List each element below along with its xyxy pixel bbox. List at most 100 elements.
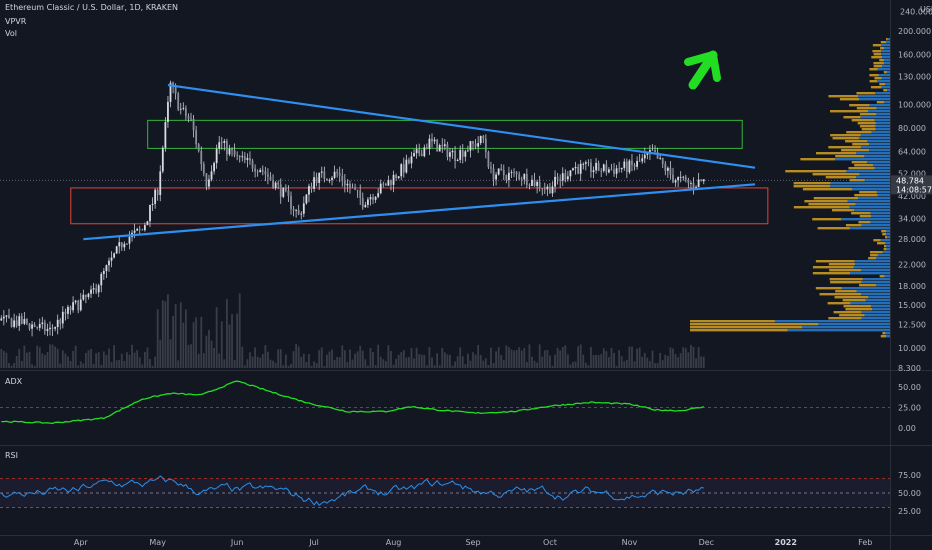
vpvr-bar-up [835, 155, 865, 158]
candle-body [541, 188, 544, 190]
vpvr-bar-up [808, 203, 856, 206]
volume-bar [102, 351, 105, 368]
volume-bar [131, 344, 133, 368]
volume-bar [210, 340, 213, 368]
volume-bar [279, 349, 282, 368]
vpvr-indicator-label[interactable]: VPVR [5, 17, 27, 26]
vpvr-bar-down [881, 77, 890, 80]
volume-bar [126, 352, 128, 368]
time-axis-label: Dec [699, 538, 714, 547]
vpvr-bar-up [793, 182, 831, 185]
volume-bar [607, 357, 610, 368]
candle-body [226, 141, 228, 155]
volume-bar [236, 313, 239, 368]
vpvr-bar-up [690, 323, 819, 326]
candle-body [279, 184, 282, 197]
vpvr-bar-up [828, 146, 862, 149]
volume-bar [459, 347, 462, 368]
candle-body [123, 243, 126, 248]
time-axis-label: Apr [74, 538, 89, 547]
vpvr-bar-up [839, 98, 860, 101]
candle-body [367, 199, 369, 205]
adx-indicator-label[interactable]: ADX [5, 377, 23, 386]
volume-bar [515, 349, 518, 368]
volume-bar [500, 354, 503, 368]
candle-body [46, 329, 49, 332]
volume-bar [238, 293, 241, 368]
candle-body [561, 173, 564, 181]
volume-bar [464, 363, 467, 368]
candle-body [238, 155, 241, 158]
vpvr-bar-down [861, 281, 890, 284]
candle-body [13, 320, 16, 327]
volume-bar [277, 349, 280, 368]
candle-body [646, 153, 649, 155]
candle-body [543, 189, 546, 191]
candle-body [349, 183, 351, 188]
candle-body [336, 171, 339, 174]
volume-bar [649, 361, 651, 368]
price-tick-label: 52.000 [898, 170, 926, 179]
candle-body [536, 181, 539, 187]
price-tick-label: 10.000 [898, 344, 926, 353]
vpvr-bar-up [873, 239, 881, 242]
vpvr-bar-down [876, 107, 890, 110]
vpvr-bar-down [802, 326, 890, 329]
candle-body [518, 174, 521, 180]
candle-body [290, 195, 292, 209]
candle-body [61, 311, 64, 324]
vpvr-bar-up [881, 230, 887, 233]
candle-body [236, 155, 239, 156]
vpvr-bar-down [871, 131, 890, 134]
rsi-indicator-label[interactable]: RSI [5, 451, 18, 460]
vpvr-bar-down [871, 215, 890, 218]
volume-bar [684, 348, 687, 368]
candle-body [200, 150, 203, 165]
arrow-head [684, 51, 721, 82]
vpvr-bar-up [812, 266, 854, 269]
volume-bar [159, 339, 162, 368]
volume-bar [325, 354, 328, 368]
candle-body [649, 150, 651, 154]
vpvr-bar-down [873, 164, 890, 167]
volume-bar [413, 358, 415, 368]
vpvr-bar-up [871, 56, 883, 59]
vpvr-bar-down [877, 80, 890, 83]
ascending-trendline [83, 183, 756, 241]
vpvr-bar-down [860, 134, 890, 137]
price-tick-label: 240.000 [900, 8, 932, 17]
volume-bar [374, 365, 377, 368]
volume-bar [82, 363, 85, 368]
candle-body [446, 144, 449, 157]
vpvr-bar-up [884, 245, 887, 248]
candle-body [54, 327, 57, 329]
symbol-title[interactable]: Ethereum Classic / U.S. Dollar, 1D, KRAK… [5, 3, 178, 12]
volume-bar [692, 346, 695, 368]
price-tick-label: 64.000 [898, 148, 926, 157]
volume-bar [336, 357, 339, 368]
vpvr-bar-down [854, 260, 890, 263]
candle-body [115, 246, 118, 254]
volume-bar [495, 351, 497, 368]
vpvr-bar-up [872, 44, 882, 47]
candle-body [602, 164, 605, 171]
candle-body [169, 82, 172, 102]
candle-body [454, 150, 456, 162]
vpvr-bar-up [854, 194, 878, 197]
volume-bar [613, 352, 615, 368]
price-tick-label: 80.000 [898, 124, 926, 133]
volume-bar [18, 348, 21, 368]
candle-body [605, 164, 608, 173]
vpvr-bar-down [861, 317, 890, 320]
vol-indicator-label[interactable]: Vol [5, 29, 17, 38]
vpvr-volume-profile [690, 38, 890, 338]
candle-body [387, 180, 390, 186]
volume-bar [690, 344, 692, 368]
vpvr-bar-down [861, 224, 890, 227]
vpvr-bar-up [812, 218, 842, 221]
candle-body [354, 187, 356, 190]
up-arrow-icon [684, 50, 721, 90]
volume-bar [136, 350, 139, 368]
vpvr-bar-up [856, 107, 877, 110]
